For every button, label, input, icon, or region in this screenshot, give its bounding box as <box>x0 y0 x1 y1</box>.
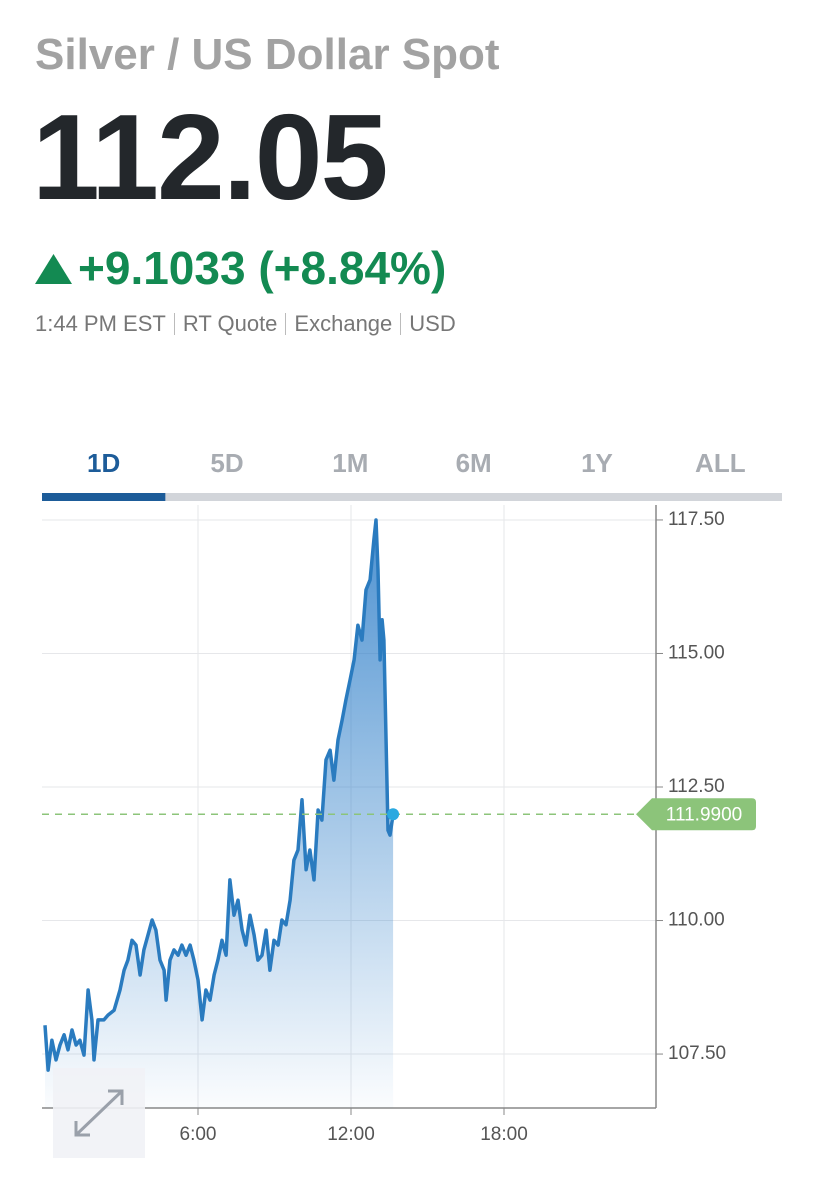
price-change: +9.1033 (+8.84%) <box>78 242 447 294</box>
last-point <box>387 808 400 821</box>
x-tick-label: 18:00 <box>480 1124 528 1145</box>
meta-item: Exchange <box>285 313 392 335</box>
up-arrow <box>35 254 72 284</box>
line <box>43 518 395 1072</box>
y-tick-label: 112.50 <box>668 776 725 797</box>
y-tick-label: 115.00 <box>668 642 725 663</box>
x-tick-label: 12:00 <box>327 1124 375 1145</box>
tab[interactable]: 1Y <box>581 448 613 478</box>
meta-item: USD <box>400 313 456 335</box>
y-tick-label: 110.00 <box>668 910 725 931</box>
area <box>45 520 394 1108</box>
y-tick-label: 107.50 <box>668 1043 726 1064</box>
y-tick-label: 117.50 <box>668 509 725 530</box>
tab[interactable]: ALL <box>695 448 746 478</box>
price-tag-label: 111.9900 <box>666 804 742 825</box>
expand-icon <box>74 1089 124 1137</box>
tab[interactable]: 1M <box>332 448 368 478</box>
price-tag <box>636 798 756 831</box>
price: 112.05 <box>32 89 388 225</box>
x-tick-label: 6:00 <box>180 1124 217 1145</box>
meta-item: RT Quote <box>173 313 277 335</box>
tab-indicator <box>42 493 166 501</box>
tab[interactable]: 1D <box>87 448 120 478</box>
meta-item: 1:44 PM EST <box>35 311 166 336</box>
tab-track <box>42 493 782 501</box>
title: Silver / US Dollar Spot <box>35 30 500 79</box>
tab[interactable]: 6M <box>456 448 492 478</box>
quote-meta: 1:44 PM EST RT Quote Exchange USD <box>35 313 456 335</box>
tab[interactable]: 5D <box>210 448 243 478</box>
